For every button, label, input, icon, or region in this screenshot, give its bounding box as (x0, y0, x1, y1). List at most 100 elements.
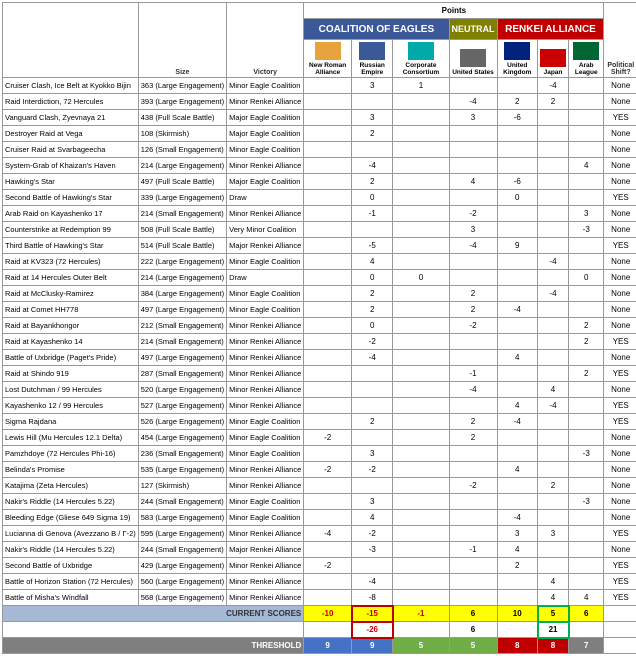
battle-name: Battle of Misha's Windfall (3, 590, 139, 606)
points-cell (304, 334, 352, 350)
battle-name: Pamzhdoye (72 Hercules Phi-16) (3, 446, 139, 462)
points-cell (352, 94, 393, 110)
points-cell (538, 462, 569, 478)
faction-1: Russian Empire (352, 40, 393, 78)
battle-name: Lucianna di Genova (Avezzano B / Γ-2) (3, 526, 139, 542)
sum-3: 6 (449, 622, 497, 638)
shift-cell: None (604, 142, 636, 158)
points-cell: -2 (304, 558, 352, 574)
points-cell (304, 190, 352, 206)
points-cell (569, 78, 604, 94)
points-cell (304, 366, 352, 382)
points-cell (393, 366, 449, 382)
points-cell: 4 (569, 158, 604, 174)
battle-name: Cruiser Clash, Ice Belt at Kyokko Bijin (3, 78, 139, 94)
battle-name: Lost Dutchman / 99 Hercules (3, 382, 139, 398)
points-cell: -2 (304, 430, 352, 446)
battle-victory: Major Renkei Alliance (227, 542, 304, 558)
battle-name: Nakir's Riddle (14 Hercules 5.22) (3, 494, 139, 510)
points-cell (304, 222, 352, 238)
battle-size: 535 (Large Engagement) (138, 462, 226, 478)
points-cell (538, 174, 569, 190)
battle-size: 527 (Large Engagement) (138, 398, 226, 414)
points-cell: 2 (352, 302, 393, 318)
battle-size: 108 (Skirmish) (138, 126, 226, 142)
sum-6 (569, 622, 604, 638)
table-row: Raid Interdiction, 72 Hercules393 (Large… (3, 94, 636, 110)
points-cell: -4 (352, 350, 393, 366)
table-row: Lewis Hill (Mu Hercules 12.1 Delta)454 (… (3, 430, 636, 446)
shift-cell: None (604, 542, 636, 558)
shift-cell: None (604, 254, 636, 270)
points-cell (304, 94, 352, 110)
battle-size: 429 (Large Engagement) (138, 558, 226, 574)
points-cell (304, 494, 352, 510)
points-cell: -2 (449, 478, 497, 494)
points-cell: 2 (538, 478, 569, 494)
table-row: Bleeding Edge (Gliese 649 Sigma 19)583 (… (3, 510, 636, 526)
battle-size: 497 (Large Engagement) (138, 302, 226, 318)
points-cell (569, 94, 604, 110)
points-cell (569, 542, 604, 558)
points-cell: 0 (352, 190, 393, 206)
shift-cell: YES (604, 366, 636, 382)
threshold-3: 5 (449, 638, 497, 654)
points-cell (449, 398, 497, 414)
battle-name: Kayashenko 12 / 99 Hercules (3, 398, 139, 414)
points-cell (497, 446, 538, 462)
points-cell: -3 (569, 446, 604, 462)
points-cell: 2 (352, 414, 393, 430)
battle-victory: Minor Eagle Coalition (227, 254, 304, 270)
points-cell (497, 78, 538, 94)
points-cell (304, 350, 352, 366)
shift-cell: None (604, 446, 636, 462)
battle-victory: Minor Eagle Coalition (227, 510, 304, 526)
points-cell (497, 126, 538, 142)
points-cell (393, 190, 449, 206)
points-cell (352, 222, 393, 238)
col-shift: Political Shift? (604, 3, 636, 78)
points-cell (352, 478, 393, 494)
battle-name: Raid at Kayashenko 14 (3, 334, 139, 350)
points-cell (497, 366, 538, 382)
table-row: Katajima (Zeta Hercules)127 (Skirmish)Mi… (3, 478, 636, 494)
points-cell (538, 558, 569, 574)
faction-2: Corporate Consortium (393, 40, 449, 78)
battle-name: Nakir's Riddle (14 Hercules 5.22) (3, 542, 139, 558)
table-row: Battle of Misha's Windfall568 (Large Eng… (3, 590, 636, 606)
points-cell (497, 286, 538, 302)
battle-victory: Major Renkei Alliance (227, 238, 304, 254)
shift-cell: None (604, 302, 636, 318)
points-cell (304, 542, 352, 558)
table-row: Raid at Kayashenko 14214 (Small Engageme… (3, 334, 636, 350)
table-row: Lucianna di Genova (Avezzano B / Γ-2)595… (3, 526, 636, 542)
points-cell: -1 (449, 366, 497, 382)
points-cell (538, 110, 569, 126)
points-cell (569, 286, 604, 302)
points-cell (304, 126, 352, 142)
battle-victory: Major Eagle Coalition (227, 174, 304, 190)
points-cell (393, 526, 449, 542)
battle-victory: Minor Renkei Alliance (227, 526, 304, 542)
points-cell: -4 (538, 78, 569, 94)
points-cell (497, 494, 538, 510)
points-cell: 9 (497, 238, 538, 254)
points-cell: 2 (449, 302, 497, 318)
battle-victory: Minor Eagle Coalition (227, 78, 304, 94)
points-cell: -4 (497, 414, 538, 430)
points-cell (538, 302, 569, 318)
points-cell: 4 (497, 398, 538, 414)
battle-size: 244 (Small Engagement) (138, 494, 226, 510)
points-cell (393, 478, 449, 494)
points-cell (569, 382, 604, 398)
points-cell: 4 (497, 350, 538, 366)
battle-victory: Draw (227, 190, 304, 206)
points-cell (352, 382, 393, 398)
battle-victory: Minor Renkei Alliance (227, 94, 304, 110)
points-cell: -4 (538, 286, 569, 302)
battle-name: Cruiser Raid at Svarbageecha (3, 142, 139, 158)
battle-victory: Minor Renkei Alliance (227, 206, 304, 222)
table-row: Raid at Shindo 919287 (Small Engagement)… (3, 366, 636, 382)
shift-cell: None (604, 318, 636, 334)
points-cell (393, 174, 449, 190)
